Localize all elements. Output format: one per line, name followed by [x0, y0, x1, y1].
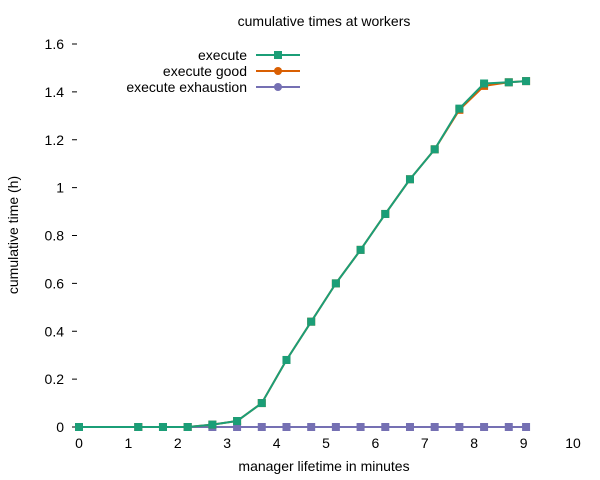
- data-point: [381, 209, 390, 218]
- legend-label: execute good: [163, 63, 247, 79]
- legend-label: execute exhaustion: [126, 79, 247, 95]
- y-tick-label: 0.8: [45, 228, 65, 244]
- y-tick-label: 0.2: [45, 371, 65, 387]
- data-point: [480, 79, 489, 88]
- y-tick-label: 0.6: [45, 275, 65, 291]
- data-point: [208, 420, 217, 429]
- data-point: [257, 423, 266, 431]
- data-point: [504, 423, 513, 431]
- data-point: [455, 104, 464, 113]
- data-point: [381, 423, 390, 431]
- series-line: [79, 80, 527, 428]
- data-point: [356, 245, 365, 254]
- legend-label: execute: [198, 47, 247, 63]
- data-point: [331, 279, 340, 288]
- x-tick-label: 0: [75, 435, 83, 451]
- data-point: [183, 423, 192, 431]
- data-point: [480, 423, 489, 431]
- y-tick-label: 0.4: [45, 323, 65, 339]
- legend-marker: [274, 51, 282, 59]
- x-tick-label: 6: [372, 435, 380, 451]
- chart-title: cumulative times at workers: [238, 13, 411, 29]
- x-tick-label: 3: [223, 435, 231, 451]
- data-point: [75, 423, 83, 431]
- data-point: [405, 423, 414, 431]
- data-point: [430, 145, 439, 154]
- y-axis: 0 0.2 0.4 0.6 0.8 1 1.2 1.4 1.6: [45, 36, 77, 435]
- data-point: [233, 423, 242, 431]
- x-tick-label: 1: [125, 435, 133, 451]
- x-tick-label: 9: [520, 435, 528, 451]
- x-tick-label: 10: [565, 435, 581, 451]
- data-point: [522, 423, 531, 431]
- plot-area: [75, 77, 531, 431]
- y-axis-title: cumulative time (h): [5, 176, 21, 294]
- data-point: [504, 78, 513, 87]
- y-tick-label: 1.2: [45, 132, 65, 148]
- data-point: [282, 355, 291, 364]
- x-tick-label: 5: [322, 435, 330, 451]
- data-point: [134, 423, 143, 431]
- data-point: [158, 423, 167, 431]
- y-tick-label: 1.4: [45, 84, 65, 100]
- y-tick-label: 1.6: [45, 36, 65, 52]
- x-tick-label: 2: [174, 435, 182, 451]
- y-tick-label: 1: [56, 180, 64, 196]
- data-point: [455, 423, 464, 431]
- data-point: [331, 423, 340, 431]
- data-point: [257, 399, 266, 408]
- data-point: [233, 417, 242, 426]
- legend-marker: [274, 83, 282, 91]
- data-point: [405, 175, 414, 184]
- legend-marker: [274, 67, 282, 75]
- x-axis-title: manager lifetime in minutes: [238, 458, 409, 474]
- data-point: [356, 423, 365, 431]
- data-point: [307, 423, 316, 431]
- data-point: [282, 423, 291, 431]
- series-execute: [75, 77, 531, 431]
- data-point: [522, 77, 531, 86]
- x-tick-label: 4: [273, 435, 281, 451]
- data-point: [307, 317, 316, 326]
- y-tick-label: 0: [56, 419, 64, 435]
- x-tick-label: 8: [470, 435, 478, 451]
- x-tick-label: 7: [421, 435, 429, 451]
- x-axis: 0 1 2 3 4 5 6 7 8 9 10: [75, 435, 581, 451]
- data-point: [430, 423, 439, 431]
- series-line: [79, 80, 527, 428]
- series-execute-good: [75, 77, 531, 431]
